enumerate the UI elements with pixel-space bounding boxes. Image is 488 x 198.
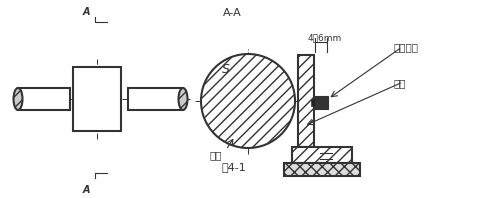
Text: A-A: A-A	[222, 8, 241, 18]
Circle shape	[201, 54, 294, 148]
Text: 霍尔电路: 霍尔电路	[392, 42, 417, 52]
Text: 磁钢: 磁钢	[209, 150, 222, 160]
Bar	[313, 96, 327, 109]
Ellipse shape	[178, 88, 187, 110]
Text: 支架: 支架	[392, 78, 405, 88]
Bar	[73, 67, 121, 131]
Bar	[291, 147, 351, 163]
Ellipse shape	[14, 88, 22, 110]
Text: A: A	[83, 7, 90, 17]
Bar	[310, 99, 314, 106]
Text: S: S	[222, 63, 229, 76]
Bar	[18, 88, 70, 110]
Bar	[284, 163, 359, 176]
Text: 图4-1: 图4-1	[222, 162, 246, 172]
Text: 4－6mm: 4－6mm	[307, 33, 342, 42]
Bar	[297, 55, 313, 147]
Bar	[128, 88, 183, 110]
Text: A: A	[83, 185, 90, 195]
